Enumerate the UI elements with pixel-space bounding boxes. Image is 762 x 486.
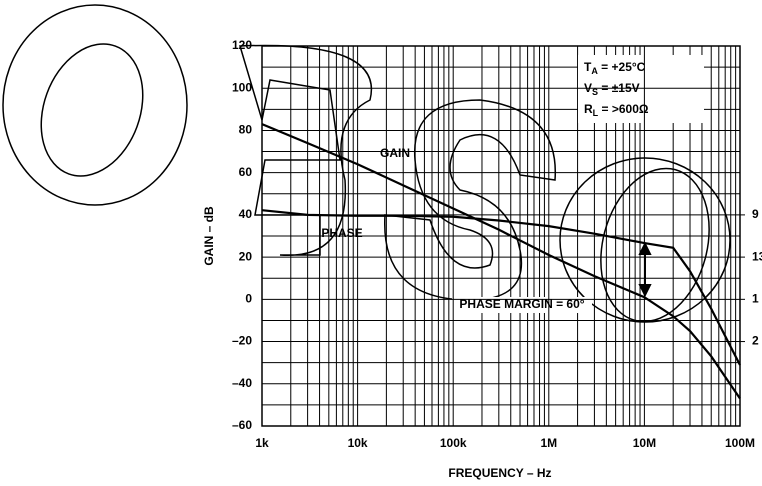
- conditions-box: [578, 55, 704, 123]
- x-tick-label: 10k: [348, 436, 368, 450]
- watermark-shape: [40, 43, 144, 177]
- arrow-head: [638, 241, 652, 298]
- y2-tick-label: 2: [752, 334, 759, 348]
- x-tick-label: 1M: [540, 436, 557, 450]
- condition: RL = >600Ω: [584, 102, 649, 118]
- x-tick-label: 100k: [440, 436, 467, 450]
- y-axis-label: GAIN – dB: [202, 206, 216, 266]
- condition-part: T: [584, 60, 592, 74]
- y-tick-label: 80: [239, 123, 253, 137]
- condition-part: L: [593, 108, 599, 118]
- condition-part: A: [591, 66, 598, 76]
- margin-arrow: [638, 241, 652, 298]
- watermark-shape: [239, 44, 373, 256]
- condition-part: S: [592, 87, 598, 97]
- x-tick-label: 100M: [725, 436, 755, 450]
- condition-part: = +25°C: [598, 60, 646, 74]
- series-line: [261, 209, 741, 366]
- y-tick-label: 40: [239, 207, 253, 221]
- condition: TA = +25°C: [584, 60, 646, 76]
- watermark-shape: [2, 4, 188, 206]
- series-label: GAIN: [380, 146, 410, 160]
- y-tick-label: –40: [232, 376, 252, 390]
- watermark-shape: [384, 99, 556, 301]
- y-tick-label: 120: [232, 38, 252, 52]
- y-tick-label: 100: [232, 80, 252, 94]
- series-line: [261, 123, 741, 400]
- series-label: PHASE: [321, 226, 362, 240]
- y2-tick-label: 9: [752, 207, 759, 221]
- y-tick-label: 60: [239, 165, 253, 179]
- y-tick-label: –60: [232, 418, 252, 432]
- x-tick-label: 10M: [633, 436, 656, 450]
- y-tick-label: –20: [232, 334, 252, 348]
- condition-part: = >600Ω: [598, 102, 649, 116]
- label-bg: [452, 297, 592, 313]
- condition-part: R: [584, 102, 593, 116]
- x-axis-label: FREQUENCY – Hz: [448, 466, 551, 480]
- y-tick-label: 20: [239, 249, 253, 263]
- annotation: PHASE MARGIN = 60°: [459, 297, 584, 311]
- y2-tick-label: 13: [752, 249, 762, 263]
- y2-tick-label: 1: [752, 292, 759, 306]
- y-tick-label: 0: [245, 292, 252, 306]
- x-tick-label: 1k: [255, 436, 269, 450]
